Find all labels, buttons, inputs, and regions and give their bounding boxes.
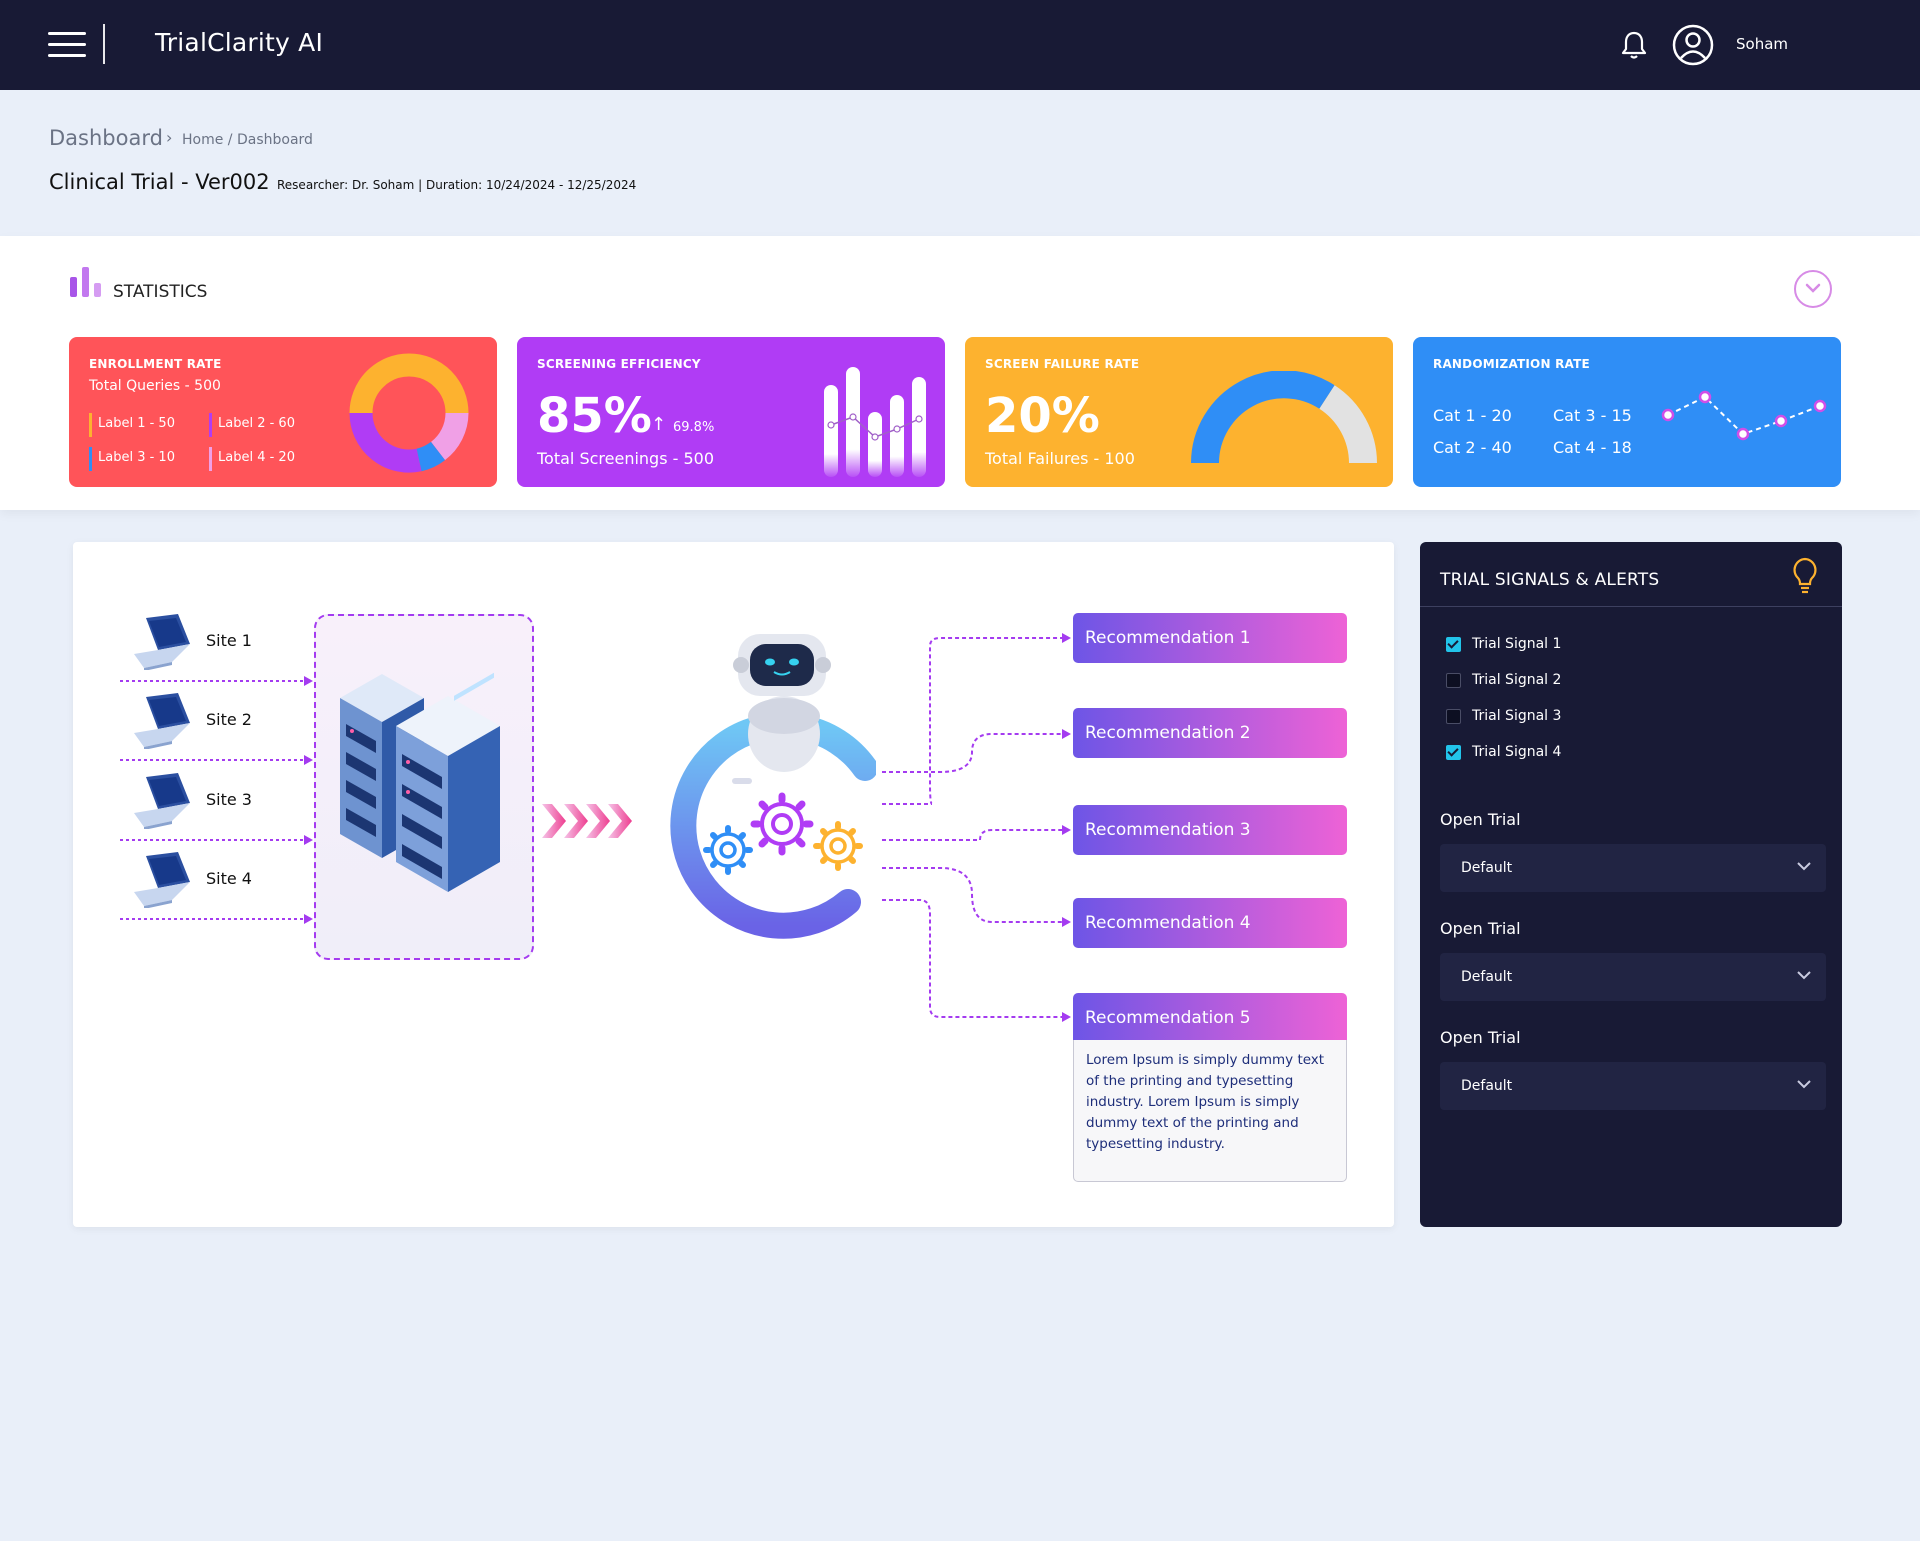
app-title: TrialClarity AI <box>155 28 324 57</box>
screening-efficiency-card[interactable]: SCREENING EFFICIENCY 85% ↑ 69.8% Total S… <box>517 337 945 487</box>
laptop-icon <box>134 693 190 749</box>
card-title: SCREENING EFFICIENCY <box>537 357 701 371</box>
checkbox-unchecked[interactable] <box>1446 672 1461 688</box>
top-bar: TrialClarity AI Soham <box>0 0 1920 90</box>
signal-checkbox-row[interactable]: Trial Signal 3 <box>1446 708 1561 724</box>
open-trial-label: Open Trial <box>1440 919 1521 938</box>
panel-divider <box>1420 606 1842 607</box>
screen-failure-rate-card[interactable]: SCREEN FAILURE RATE 20% Total Failures -… <box>965 337 1393 487</box>
arrow-up-icon: ↑ <box>651 414 667 435</box>
menu-icon[interactable] <box>48 32 86 58</box>
select-value: Default <box>1461 860 1513 876</box>
signal-label: Trial Signal 4 <box>1472 744 1562 760</box>
open-trial-select[interactable]: Default <box>1440 953 1826 1001</box>
signal-label: Trial Signal 3 <box>1472 708 1562 724</box>
signal-label: Trial Signal 1 <box>1472 636 1562 652</box>
failure-value: 20% <box>985 388 1100 444</box>
breadcrumb-chevron-icon: › <box>166 128 173 147</box>
server-rack-icon <box>340 672 500 892</box>
category-label: Cat 4 - 18 <box>1553 438 1632 457</box>
donut-slice <box>430 412 469 461</box>
lightbulb-icon <box>1793 557 1817 594</box>
page-title: Clinical Trial - Ver002 <box>49 170 270 194</box>
recommendation-item[interactable]: Recommendation 5 <box>1073 993 1347 1043</box>
panel-title: TRIAL SIGNALS & ALERTS <box>1440 570 1660 590</box>
bar-sparkline <box>824 367 926 477</box>
recommendation-item[interactable]: Recommendation 3 <box>1073 805 1347 855</box>
breadcrumb-current: Dashboard <box>49 126 163 150</box>
recommendation-item[interactable]: Recommendation 4 <box>1073 898 1347 948</box>
category-label: Cat 3 - 15 <box>1553 406 1632 425</box>
open-trial-label: Open Trial <box>1440 1028 1521 1047</box>
trial-signals-panel: TRIAL SIGNALS & ALERTS Trial Signal 1 Tr… <box>1420 542 1842 1227</box>
open-trial-select[interactable]: Default <box>1440 1062 1826 1110</box>
checkbox-unchecked[interactable] <box>1446 708 1461 724</box>
signal-label: Trial Signal 2 <box>1472 672 1562 688</box>
open-trial-select[interactable]: Default <box>1440 844 1826 892</box>
laptop-icon <box>134 614 190 670</box>
legend-item: Label 3 - 10 <box>89 447 175 471</box>
laptop-icon <box>134 852 190 908</box>
header-divider <box>103 24 105 64</box>
statistics-label: STATISTICS <box>113 282 208 302</box>
category-label: Cat 2 - 40 <box>1433 438 1512 457</box>
enrollment-rate-card[interactable]: ENROLLMENT RATE Total Queries - 500 Labe… <box>69 337 497 487</box>
chevron-down-icon <box>1797 862 1811 871</box>
donut-chart <box>349 353 469 473</box>
trial-meta: Researcher: Dr. Soham | Duration: 10/24/… <box>277 178 637 192</box>
chevron-down-icon <box>1805 283 1821 293</box>
recommendation-item[interactable]: Recommendation 1 <box>1073 613 1347 663</box>
card-subtitle: Total Screenings - 500 <box>537 449 715 468</box>
select-value: Default <box>1461 1078 1513 1094</box>
recommendation-connectors <box>882 633 1071 1022</box>
donut-slice <box>408 353 469 414</box>
screening-value: 85% <box>537 388 652 444</box>
laptop-icon <box>134 773 190 829</box>
gauge-filled <box>1191 371 1335 464</box>
signal-checkbox-row[interactable]: Trial Signal 2 <box>1446 672 1561 688</box>
site-connectors <box>120 676 313 924</box>
user-avatar-icon[interactable] <box>1672 24 1714 66</box>
bar-chart-icon <box>70 267 101 297</box>
chevron-arrows-icon <box>542 804 632 838</box>
open-trial-label: Open Trial <box>1440 810 1521 829</box>
chevron-down-icon <box>1797 971 1811 980</box>
user-name[interactable]: Soham <box>1736 35 1789 53</box>
signal-checkbox-row[interactable]: Trial Signal 1 <box>1446 636 1561 652</box>
category-label: Cat 1 - 20 <box>1433 406 1512 425</box>
gauge-remaining <box>1318 385 1377 464</box>
site-label: Site 3 <box>206 790 252 809</box>
card-title: SCREEN FAILURE RATE <box>985 357 1140 371</box>
legend-item: Label 4 - 20 <box>209 447 295 471</box>
bell-icon[interactable] <box>1620 30 1648 60</box>
chevron-down-icon <box>1797 1080 1811 1089</box>
checkbox-checked[interactable] <box>1446 636 1461 652</box>
donut-slice <box>415 441 446 472</box>
randomization-rate-card[interactable]: RANDOMIZATION RATE Cat 1 - 20 Cat 3 - 15… <box>1413 337 1841 487</box>
gauge-chart <box>1191 371 1377 464</box>
recommendation-item[interactable]: Recommendation 2 <box>1073 708 1347 758</box>
breadcrumb-path[interactable]: Home / Dashboard <box>182 132 313 148</box>
site-label: Site 4 <box>206 869 252 888</box>
legend-item: Label 1 - 50 <box>89 413 175 437</box>
line-sparkline <box>1661 390 1827 441</box>
legend-item: Label 2 - 60 <box>209 413 295 437</box>
card-subtitle: Total Failures - 100 <box>985 449 1135 468</box>
checkbox-checked[interactable] <box>1446 744 1461 760</box>
signal-checkbox-row[interactable]: Trial Signal 4 <box>1446 744 1561 760</box>
card-title: ENROLLMENT RATE <box>89 357 222 371</box>
donut-slice <box>349 353 410 414</box>
collapse-button[interactable] <box>1794 270 1832 308</box>
donut-slice <box>349 412 422 473</box>
site-label: Site 1 <box>206 631 252 650</box>
screening-delta: 69.8% <box>673 420 715 435</box>
card-subtitle: Total Queries - 500 <box>89 378 221 394</box>
card-title: RANDOMIZATION RATE <box>1433 357 1590 371</box>
recommendation-detail: Lorem Ipsum is simply dummy text of the … <box>1073 1040 1347 1182</box>
ai-robot-illustration <box>670 634 876 939</box>
site-label: Site 2 <box>206 710 252 729</box>
select-value: Default <box>1461 969 1513 985</box>
